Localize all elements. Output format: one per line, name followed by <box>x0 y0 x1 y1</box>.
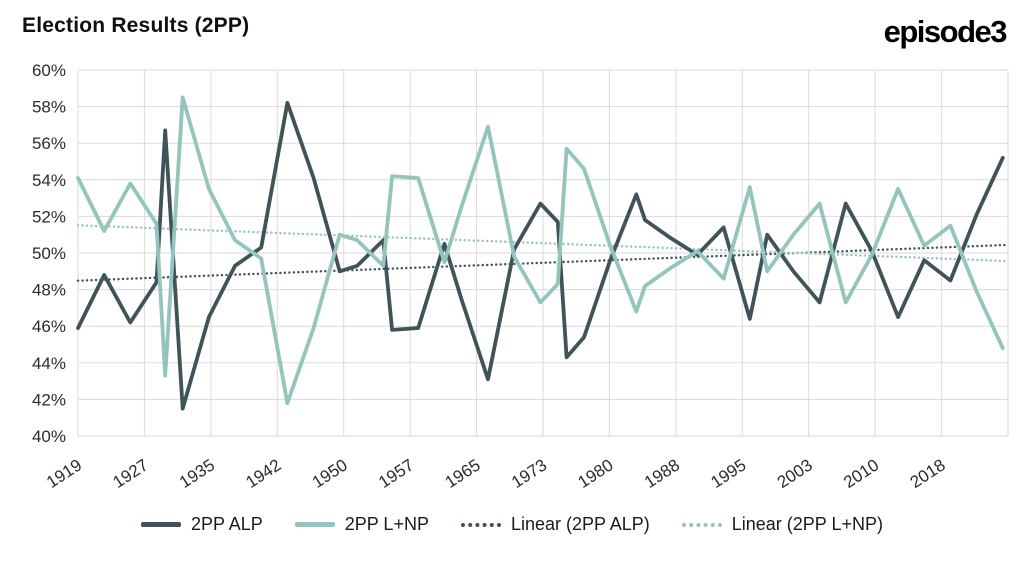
x-tick-label: 1957 <box>375 455 417 492</box>
y-tick-label: 46% <box>32 317 66 336</box>
x-tick-label: 1995 <box>707 455 749 492</box>
x-tick-label: 1980 <box>575 455 617 492</box>
x-tick-label: 2018 <box>907 455 949 492</box>
legend-swatch-alp-line <box>141 522 181 527</box>
legend-swatch-lnp-trendline <box>681 522 722 527</box>
legend-label-2pp-lnp: 2PP L+NP <box>344 514 429 534</box>
y-tick-label: 54% <box>32 171 66 190</box>
x-tick-label: 1927 <box>110 455 152 492</box>
x-tick-label: 1935 <box>176 455 218 492</box>
episode3-logo: episode3 <box>883 14 1008 49</box>
series-2pp-alp <box>76 101 1005 411</box>
x-tick-label: 1950 <box>309 455 351 492</box>
y-tick-label: 52% <box>32 207 66 226</box>
chart-legend: 2PP ALP 2PP L+NP Linear (2PP ALP) Linear… <box>0 514 1024 535</box>
series-2pp-l-np <box>76 95 1005 406</box>
x-tick-label: 1973 <box>508 455 550 492</box>
legend-swatch-lnp-line <box>294 522 335 527</box>
legend-item-2pp-alp: 2PP ALP <box>141 514 263 535</box>
y-tick-label: 44% <box>32 354 66 373</box>
y-tick-label: 56% <box>32 134 66 153</box>
chart-header: Election Results (2PP) episode3 <box>0 0 1024 56</box>
x-tick-label: 1965 <box>442 455 484 492</box>
x-tick-label: 1919 <box>43 455 85 492</box>
y-tick-label: 50% <box>32 244 66 263</box>
x-tick-label: 1942 <box>242 455 284 492</box>
legend-label-linear-alp: Linear (2PP ALP) <box>510 514 650 534</box>
election-results-chart: 40% 42% 44% 46% 48% 50% 52% 54% 56% 58% 60% 1919 192… <box>32 61 1010 492</box>
y-tick-label: 60% <box>32 61 66 80</box>
legend-swatch-alp-trendline <box>460 522 501 527</box>
legend-item-2pp-lnp: 2PP L+NP <box>294 514 429 535</box>
x-tick-label: 2010 <box>840 455 882 492</box>
x-tick-label: 1988 <box>641 455 683 492</box>
legend-label-2pp-alp: 2PP ALP <box>191 514 263 534</box>
legend-item-linear-lnp: Linear (2PP L+NP) <box>681 514 883 535</box>
y-tick-label: 58% <box>32 98 66 117</box>
chart-title: Election Results (2PP) <box>22 14 250 37</box>
x-tick-label: 2003 <box>774 455 816 492</box>
y-tick-label: 42% <box>32 390 66 409</box>
y-tick-label: 48% <box>32 281 66 300</box>
y-tick-label: 40% <box>32 427 66 446</box>
legend-item-linear-alp: Linear (2PP ALP) <box>460 514 650 535</box>
legend-label-linear-lnp: Linear (2PP L+NP) <box>731 514 883 534</box>
